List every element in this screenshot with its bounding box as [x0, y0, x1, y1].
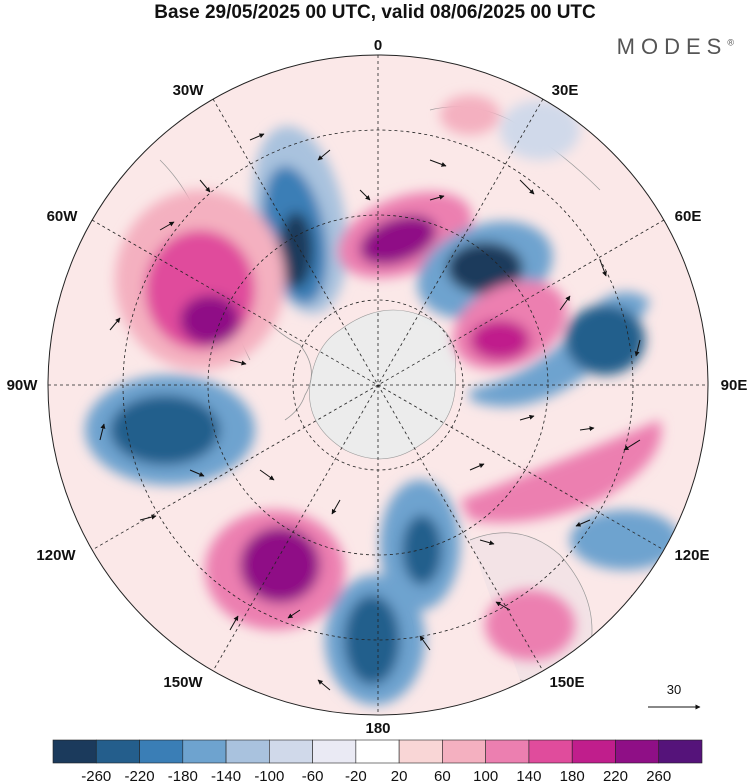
colorbar: -260 -220 -180 -140 -100 -60 -20 20 60 100 140 180 2…: [52, 739, 703, 783]
high-anomaly-5: [485, 590, 575, 660]
label-lon-30e: 30E: [552, 82, 579, 99]
colorbar-tick-label: 140: [516, 768, 541, 783]
colorbar-swatch: [485, 739, 530, 764]
label-lon-150e: 150E: [549, 674, 584, 691]
map-boundary: [47, 54, 709, 716]
colorbar-tick-label: -60: [302, 768, 324, 783]
low-anomaly-8: [500, 100, 580, 160]
graticule: [48, 55, 708, 715]
colorbar-tick-label: 100: [473, 768, 498, 783]
colorbar-tick-label: -260: [81, 768, 111, 783]
colorbar-swatch: [269, 739, 313, 764]
colorbar-swatch: [139, 739, 184, 764]
label-lon-150w: 150W: [163, 674, 203, 691]
high-anomaly-6-core: [240, 527, 320, 603]
label-lon-120e: 120E: [674, 547, 709, 564]
colorbar-swatch: [658, 739, 703, 764]
colorbar-tick-label: -140: [211, 768, 241, 783]
low-anomaly-2-core: [447, 242, 523, 294]
brand-mark: ®: [727, 37, 734, 48]
brand-logo: MODES®: [617, 34, 734, 60]
colorbar-tick-label: -20: [345, 768, 367, 783]
colorbar-tick-label: -220: [125, 768, 155, 783]
colorbar-swatch: [182, 739, 227, 764]
colorbar-swatch: [571, 739, 616, 764]
low-anomaly-6-core: [402, 515, 442, 585]
high-anomaly-4-band: [460, 420, 662, 523]
colorbar-swatch: [528, 739, 573, 764]
label-lon-90w: 90W: [7, 377, 39, 394]
label-lon-30w: 30W: [173, 82, 205, 99]
colorbar-swatch: [312, 739, 357, 764]
colorbar-tick-label: -180: [168, 768, 198, 783]
label-lon-60w: 60W: [47, 208, 79, 225]
map-disk: [48, 55, 708, 715]
colorbar-tick-label: 220: [603, 768, 628, 783]
colorbar-tick-label: 60: [434, 768, 451, 783]
label-lon-60e: 60E: [675, 208, 702, 225]
low-anomaly-7-core: [344, 595, 400, 685]
colorbar-swatch: [442, 739, 486, 764]
colorbar-swatch: [355, 739, 400, 764]
colorbar-swatch: [95, 739, 140, 764]
label-lon-90e: 90E: [721, 377, 748, 394]
colorbar-tick-label: 260: [646, 768, 671, 783]
high-anomaly-2-core: [359, 215, 437, 265]
low-anomaly-1-core: [279, 212, 313, 288]
low-anomaly-4-core: [110, 395, 220, 465]
low-anomaly-5: [570, 510, 680, 570]
colorbar-swatch: [398, 739, 443, 764]
brand-text: MODES: [616, 34, 728, 59]
colorbar-tick-label: 20: [391, 768, 408, 783]
colorbar-swatch: [52, 739, 97, 764]
high-anomaly-3-core: [470, 320, 530, 360]
wind-vectors: [99, 133, 641, 691]
label-lon-180: 180: [365, 720, 390, 737]
colorbar-swatch: [225, 739, 270, 764]
colorbar-tick-label: -100: [254, 768, 284, 783]
colorbar-tick-label: 180: [560, 768, 585, 783]
label-lon-0: 0: [374, 37, 382, 54]
map-title: Base 29/05/2025 00 UTC, valid 08/06/2025…: [154, 2, 596, 23]
high-anomaly-7: [440, 95, 500, 135]
label-lon-120w: 120W: [36, 547, 76, 564]
low-anomaly-3-core: [565, 305, 645, 375]
colorbar-swatch: [615, 739, 660, 764]
high-anomaly-1-core: [180, 295, 240, 345]
reference-vector-label: 30: [667, 682, 681, 697]
